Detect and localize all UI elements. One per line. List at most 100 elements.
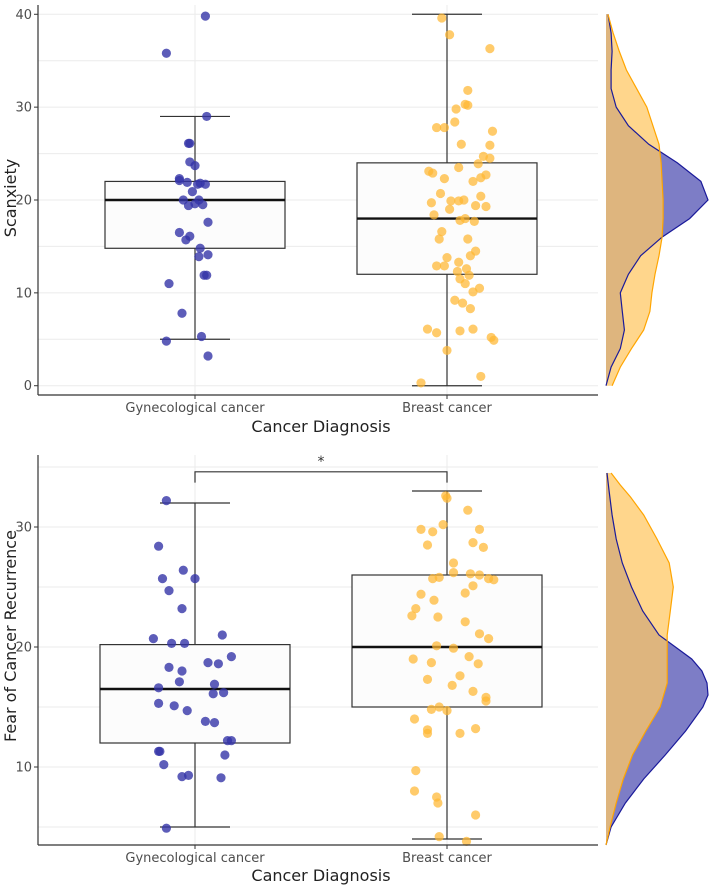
- point-breast: [429, 595, 439, 605]
- x-tick-label: Breast cancer: [402, 851, 492, 866]
- point-gynecological: [154, 746, 164, 757]
- point-breast: [434, 234, 444, 244]
- point-gynecological: [174, 227, 184, 238]
- point-breast: [468, 538, 478, 548]
- point-breast: [442, 493, 452, 503]
- point-gynecological: [161, 48, 171, 58]
- point-breast: [434, 832, 444, 842]
- point-breast: [463, 85, 473, 96]
- point-breast: [428, 527, 438, 537]
- point-breast: [481, 696, 491, 706]
- point-breast: [422, 540, 433, 550]
- point-breast: [463, 100, 473, 110]
- point-gynecological: [194, 252, 204, 262]
- x-tick-labels: Gynecological cancer Breast cancer: [125, 401, 492, 416]
- point-breast: [484, 634, 494, 644]
- point-breast: [439, 174, 449, 184]
- point-breast: [428, 168, 438, 178]
- point-breast: [463, 234, 473, 244]
- point-gynecological: [177, 666, 187, 676]
- point-breast: [448, 558, 459, 568]
- significance-bracket: *: [194, 454, 448, 483]
- point-gynecological: [198, 200, 208, 210]
- point-breast: [433, 798, 443, 808]
- y-tick-label: 10: [15, 286, 32, 301]
- point-breast: [476, 173, 486, 183]
- point-breast: [432, 122, 442, 133]
- point-breast: [458, 298, 468, 308]
- point-gynecological: [167, 638, 177, 649]
- panel-scanxiety: 0 10 20 30 40 Gynecological cancer Breast ca…: [1, 5, 709, 436]
- point-gynecological: [217, 630, 227, 640]
- point-breast: [474, 629, 485, 639]
- point-breast: [473, 159, 483, 169]
- point-gynecological: [200, 11, 210, 21]
- point-breast: [455, 215, 465, 226]
- point-breast: [473, 659, 483, 669]
- point-breast: [437, 226, 447, 237]
- point-breast: [409, 714, 420, 724]
- point-gynecological: [195, 243, 205, 253]
- point-breast: [429, 210, 439, 220]
- point-breast: [426, 704, 436, 715]
- point-gynecological: [169, 701, 179, 711]
- point-breast: [442, 252, 452, 263]
- density-breast: [606, 14, 664, 386]
- point-breast: [465, 569, 475, 579]
- point-breast: [437, 13, 447, 23]
- point-breast: [422, 674, 433, 685]
- point-breast: [471, 810, 481, 820]
- point-gynecological: [159, 760, 169, 770]
- point-breast: [411, 766, 421, 776]
- point-breast: [442, 345, 452, 356]
- point-gynecological: [208, 689, 218, 699]
- point-gynecological: [196, 331, 207, 342]
- point-breast: [439, 261, 449, 271]
- point-gynecological: [174, 174, 184, 184]
- y-axis-title: Scanxiety: [1, 159, 20, 237]
- point-breast: [464, 652, 474, 662]
- point-gynecological: [174, 677, 184, 687]
- point-gynecological: [182, 706, 192, 716]
- point-gynecological: [202, 270, 212, 280]
- density-breast-outline: [605, 472, 674, 846]
- point-breast: [474, 283, 485, 293]
- point-breast: [461, 836, 472, 847]
- point-gynecological: [203, 351, 213, 361]
- density-breast-outline: [607, 14, 664, 386]
- point-breast: [433, 612, 443, 622]
- point-breast: [448, 568, 459, 578]
- point-gynecological: [148, 634, 158, 644]
- density-breast: [606, 473, 674, 845]
- point-breast: [487, 126, 498, 136]
- y-tick-label: 10: [15, 761, 32, 776]
- point-breast: [474, 570, 485, 580]
- point-breast: [432, 328, 442, 338]
- point-breast: [465, 304, 475, 314]
- axes: 0 10 20 30 40: [15, 5, 598, 399]
- point-breast: [456, 139, 466, 149]
- point-breast: [455, 671, 465, 681]
- y-axis-title: Fear of Cancer Recurrence: [1, 530, 20, 742]
- point-gynecological: [178, 565, 188, 575]
- axes: 10 20 30: [15, 455, 598, 849]
- point-gynecological: [216, 773, 226, 783]
- point-breast: [445, 30, 455, 40]
- point-breast: [416, 378, 426, 388]
- point-breast: [422, 728, 433, 739]
- point-breast: [432, 261, 442, 271]
- point-breast: [409, 786, 420, 796]
- point-gynecological: [190, 574, 200, 584]
- point-breast: [432, 641, 442, 651]
- point-gynecological: [180, 638, 190, 649]
- point-gynecological: [183, 200, 194, 211]
- point-gynecological: [203, 658, 213, 668]
- point-breast: [454, 162, 464, 173]
- point-breast: [426, 658, 436, 668]
- boxplot-gynecological: [104, 115, 286, 340]
- point-breast: [485, 153, 495, 163]
- point-gynecological: [209, 718, 220, 728]
- point-breast: [445, 204, 455, 214]
- point-gynecological: [177, 308, 187, 318]
